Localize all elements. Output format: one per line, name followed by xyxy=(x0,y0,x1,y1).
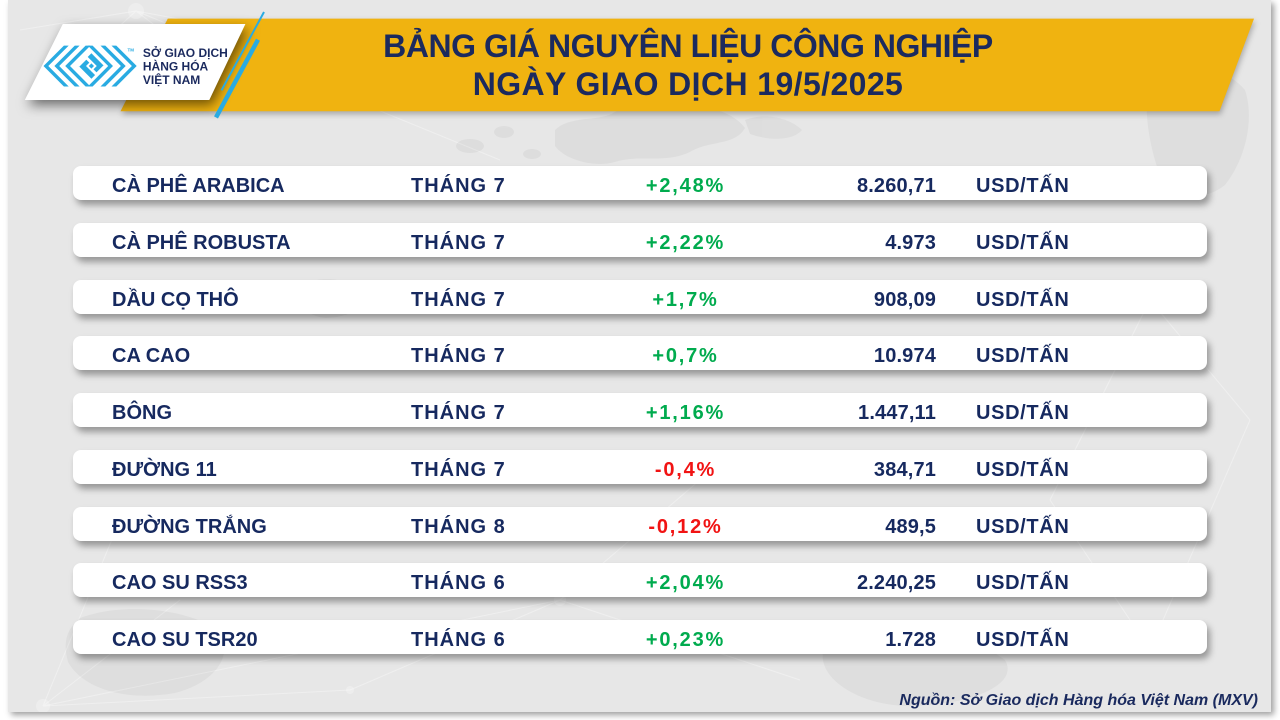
svg-text:VIỆT NAM: VIỆT NAM xyxy=(143,72,200,87)
svg-text:SỞ GIAO DỊCH: SỞ GIAO DỊCH xyxy=(143,45,228,60)
svg-text:TM: TM xyxy=(128,48,135,53)
svg-text:HÀNG HÓA: HÀNG HÓA xyxy=(143,59,209,74)
